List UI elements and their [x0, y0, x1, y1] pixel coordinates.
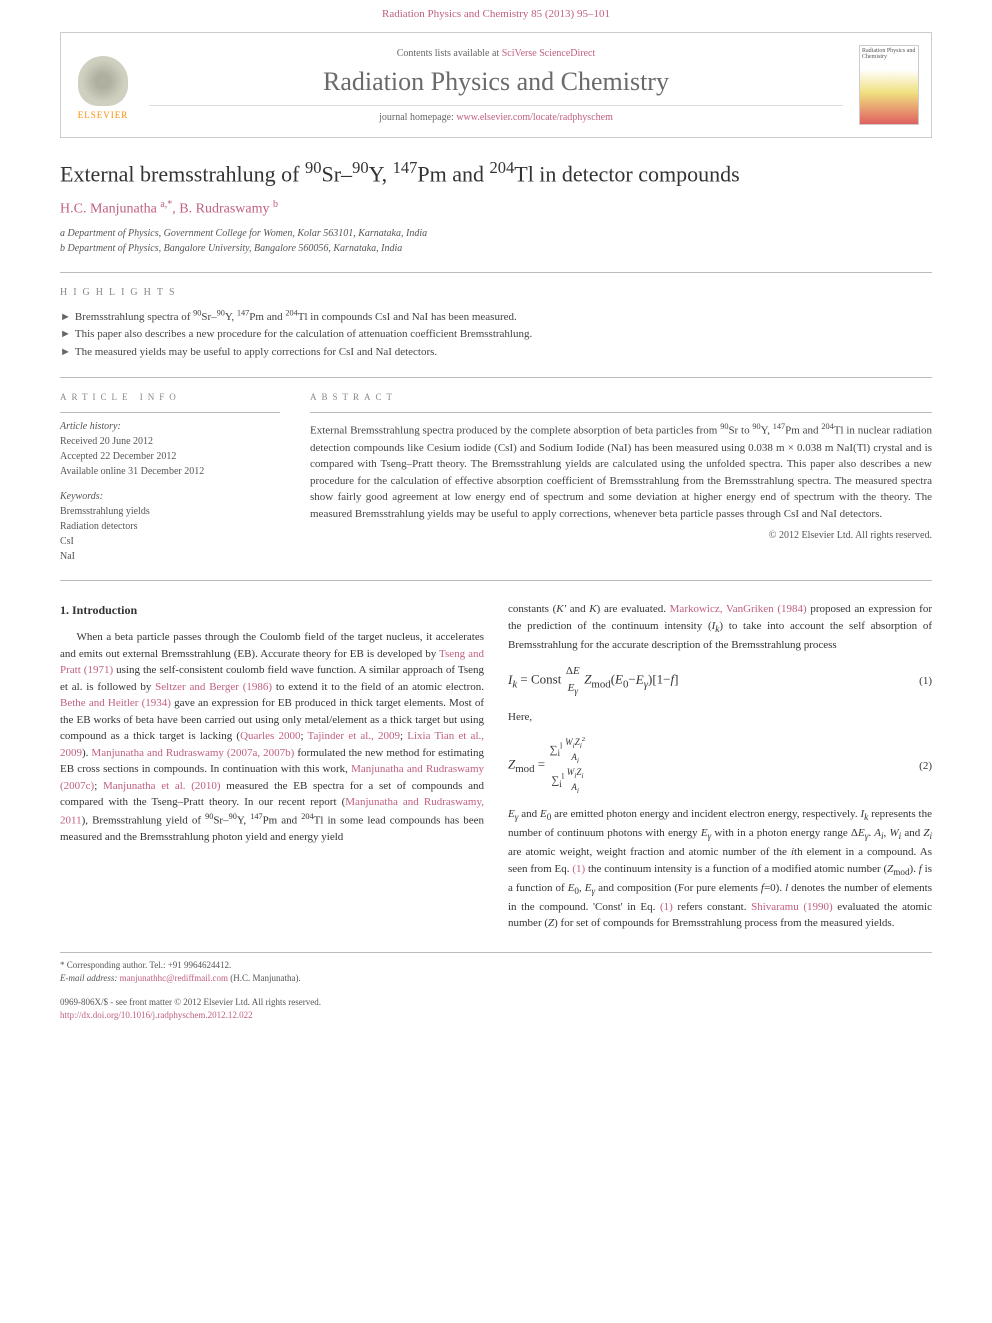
sciverse-link[interactable]: SciVerse ScienceDirect [502, 48, 596, 59]
eq-body: Zmod = ∑il WiZi2Ai ∑il WiZiAi [508, 735, 902, 796]
equation-2: Zmod = ∑il WiZi2Ai ∑il WiZiAi (2) [508, 735, 932, 796]
abstract-label: ABSTRACT [310, 392, 932, 402]
left-column: 1. Introduction When a beta particle pas… [60, 601, 484, 931]
eq-body: Ik = Const ΔEEγ Zmod(E0−Eγ)[1−f] [508, 663, 902, 698]
elsevier-logo: ELSEVIER [73, 50, 133, 120]
email-line: E-mail address: manjunathhc@rediffmail.c… [60, 972, 452, 986]
contents-prefix: Contents lists available at [397, 48, 502, 59]
section-heading: 1. Introduction [60, 601, 484, 619]
affiliations: a Department of Physics, Government Coll… [60, 226, 932, 256]
journal-cover-thumb: Radiation Physics and Chemistry [859, 45, 919, 125]
abstract: ABSTRACT External Bremsstrahlung spectra… [310, 392, 932, 564]
highlights-list: ►Bremsstrahlung spectra of 90Sr–90Y, 147… [60, 306, 932, 361]
article-info: ARTICLE INFO Article history: Received 2… [60, 392, 280, 564]
contents-line: Contents lists available at SciVerse Sci… [149, 48, 843, 59]
history-label: Article history: [60, 421, 280, 432]
history-item: Available online 31 December 2012 [60, 464, 280, 479]
rule [60, 272, 932, 273]
para: When a beta particle passes through the … [60, 629, 484, 845]
info-abstract-row: ARTICLE INFO Article history: Received 2… [60, 392, 932, 564]
highlight-item: ►This paper also describes a new procedu… [60, 326, 932, 344]
elsevier-tree-icon [78, 56, 128, 106]
journal-title: Radiation Physics and Chemistry [149, 67, 843, 97]
email-link[interactable]: manjunathhc@rediffmail.com [120, 973, 228, 983]
affiliation: b Department of Physics, Bangalore Unive… [60, 241, 932, 256]
doi-line: http://dx.doi.org/10.1016/j.radphyschem.… [60, 1009, 452, 1023]
right-column: constants (K' and K) are evaluated. Mark… [508, 601, 932, 931]
here-label: Here, [508, 709, 932, 726]
homepage-prefix: journal homepage: [379, 112, 456, 123]
para: constants (K' and K) are evaluated. Mark… [508, 601, 932, 653]
footer: * Corresponding author. Tel.: +91 996462… [60, 952, 932, 1023]
abstract-copyright: © 2012 Elsevier Ltd. All rights reserved… [310, 530, 932, 541]
journal-center: Contents lists available at SciVerse Sci… [149, 48, 843, 123]
journal-header: ELSEVIER Contents lists available at Sci… [60, 32, 932, 138]
authors-line: H.C. Manjunatha a,*, B. Rudraswamy b [60, 199, 932, 218]
citation-bar: Radiation Physics and Chemistry 85 (2013… [0, 0, 992, 28]
keyword: NaI [60, 549, 280, 564]
doi-link[interactable]: http://dx.doi.org/10.1016/j.radphyschem.… [60, 1010, 253, 1020]
highlight-item: ►The measured yields may be useful to ap… [60, 344, 932, 362]
elsevier-text: ELSEVIER [78, 110, 129, 120]
eq-num: (2) [902, 758, 932, 775]
highlights-label: HIGHLIGHTS [60, 287, 932, 298]
history-item: Received 20 June 2012 [60, 434, 280, 449]
equation-1: Ik = Const ΔEEγ Zmod(E0−Eγ)[1−f] (1) [508, 663, 932, 698]
issn-line: 0969-806X/$ - see front matter © 2012 El… [60, 996, 452, 1010]
article-title: External bremsstrahlung of 90Sr–90Y, 147… [60, 158, 932, 187]
homepage-link[interactable]: www.elsevier.com/locate/radphyschem [456, 112, 613, 123]
article-info-label: ARTICLE INFO [60, 392, 280, 402]
corresponding-author: * Corresponding author. Tel.: +91 996462… [60, 959, 452, 973]
history-item: Accepted 22 December 2012 [60, 449, 280, 464]
keyword: Bremsstrahlung yields [60, 504, 280, 519]
journal-homepage: journal homepage: www.elsevier.com/locat… [149, 105, 843, 123]
abstract-body: External Bremsstrahlung spectra produced… [310, 421, 932, 522]
eq-num: (1) [902, 673, 932, 690]
rule [60, 377, 932, 378]
body-columns: 1. Introduction When a beta particle pas… [60, 601, 932, 931]
keyword: CsI [60, 534, 280, 549]
affiliation: a Department of Physics, Government Coll… [60, 226, 932, 241]
keywords-label: Keywords: [60, 491, 280, 502]
rule [60, 580, 932, 581]
keyword: Radiation detectors [60, 519, 280, 534]
para: Eγ and E0 are emitted photon energy and … [508, 806, 932, 931]
highlight-item: ►Bremsstrahlung spectra of 90Sr–90Y, 147… [60, 306, 932, 326]
